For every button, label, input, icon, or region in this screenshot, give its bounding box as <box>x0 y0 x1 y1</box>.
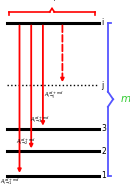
Text: i: i <box>101 18 104 27</box>
Text: $A^{cd+md}_{i\to j}$: $A^{cd+md}_{i\to j}$ <box>44 90 64 102</box>
Text: $A_i$: $A_i$ <box>47 0 57 4</box>
Text: 1: 1 <box>101 171 106 180</box>
Text: $A^{cd+md}_{i\to 2}$: $A^{cd+md}_{i\to 2}$ <box>16 137 36 147</box>
Text: $A^{cd+md}_{i\to 1}$: $A^{cd+md}_{i\to 1}$ <box>0 176 20 187</box>
Text: 3: 3 <box>101 124 106 133</box>
Text: 2: 2 <box>101 147 106 156</box>
Text: $A^{cd+md}_{i\to 3}$: $A^{cd+md}_{i\to 3}$ <box>30 114 50 125</box>
Text: j: j <box>101 81 104 90</box>
Text: $m$: $m$ <box>120 94 130 104</box>
